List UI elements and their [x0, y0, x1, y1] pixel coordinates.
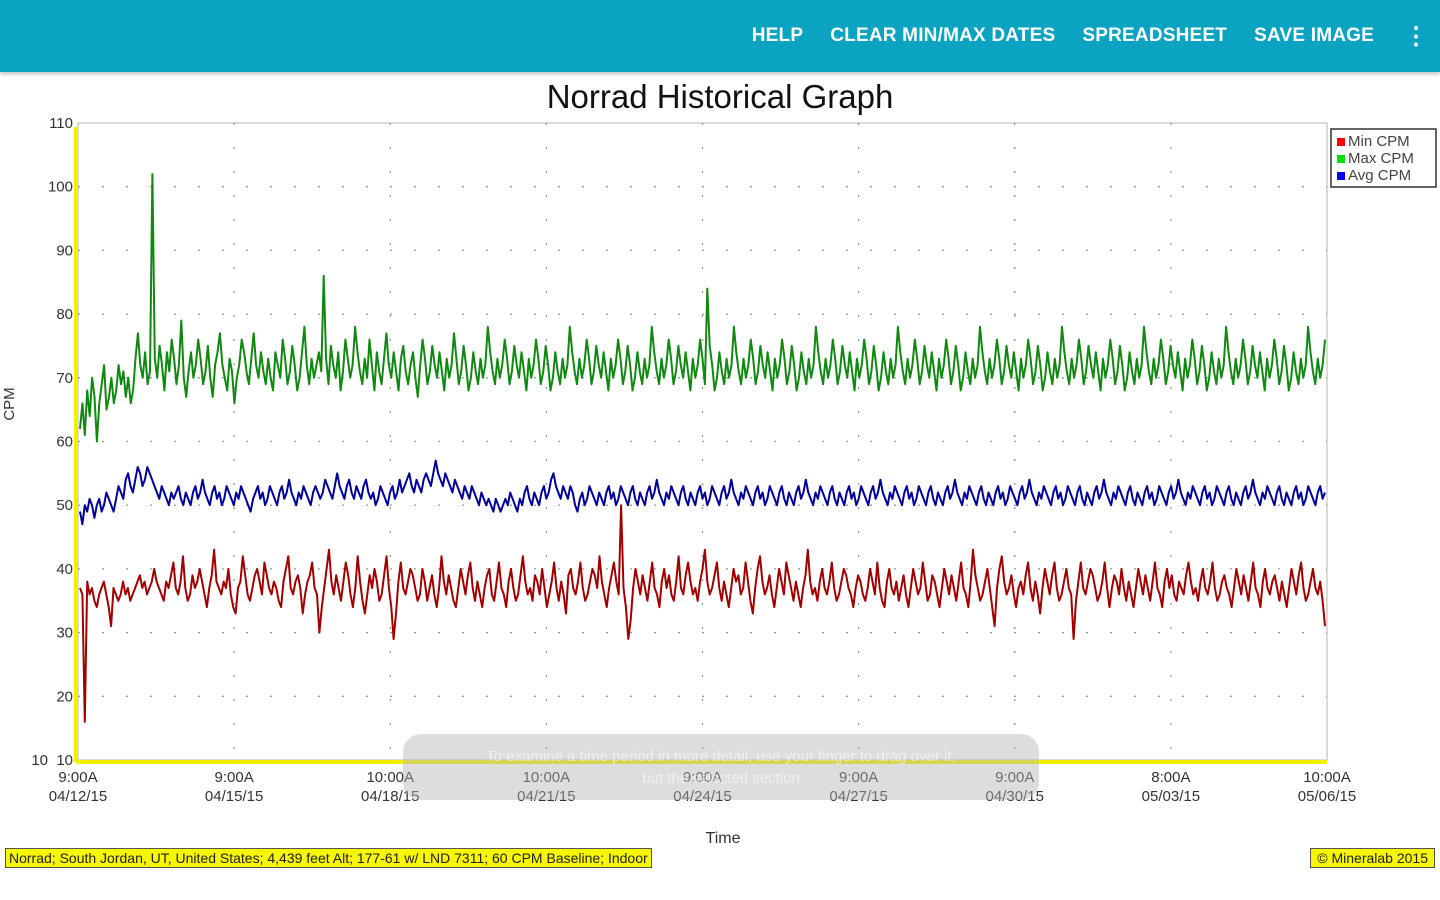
series-line-avg: [79, 459, 1326, 526]
y-tick-label: 60: [56, 434, 73, 451]
x-tick-label-time: 9:00A: [683, 769, 722, 786]
chart-title: Norrad Historical Graph: [546, 78, 894, 115]
x-tick-label-date: 04/30/15: [986, 788, 1044, 805]
y-tick-label: 30: [56, 625, 73, 642]
clear-min-max-dates-button[interactable]: CLEAR MIN/MAX DATES: [830, 25, 1056, 46]
y-tick-label: 10: [56, 752, 73, 769]
x-tick-label-date: 04/15/15: [205, 788, 263, 805]
x-tick-label-date: 04/27/15: [829, 788, 887, 805]
x-tick-label-time: 10:00A: [523, 769, 571, 786]
x-tick-label-date: 05/06/15: [1298, 788, 1356, 805]
x-tick-label-date: 05/03/15: [1142, 788, 1200, 805]
series-line-max: [79, 173, 1326, 443]
help-button[interactable]: HELP: [751, 25, 804, 46]
legend-box: [1330, 128, 1437, 188]
app-bar: HELP CLEAR MIN/MAX DATES SPREADSHEET SAV…: [0, 0, 1440, 72]
spreadsheet-button[interactable]: SPREADSHEET: [1082, 25, 1228, 46]
x-tick-label-date: 04/21/15: [517, 788, 575, 805]
hint-toast-line2: but the selected section: [642, 770, 800, 787]
legend-swatch-max: [1337, 155, 1345, 163]
y-tick-label: 80: [56, 306, 73, 323]
y-tick-label: 90: [56, 242, 73, 259]
y-tick-label: 20: [56, 688, 73, 705]
y-tick-label: 110: [49, 115, 73, 132]
device-info-label: Norrad; South Jordan, UT, United States;…: [5, 848, 652, 868]
y-min-label: 10: [31, 752, 48, 769]
x-tick-label-date: 04/18/15: [361, 788, 419, 805]
legend-swatch-min: [1337, 138, 1345, 146]
x-axis-label: Time: [706, 830, 741, 847]
y-tick-label: 50: [56, 497, 73, 514]
x-tick-label-time: 9:00A: [215, 769, 254, 786]
y-tick-label: 40: [56, 561, 73, 578]
hint-toast-line1: To examine a time period in more detail,…: [486, 748, 956, 765]
legend-label-min: Min CPM: [1348, 133, 1410, 150]
y-tick-label: 100: [48, 179, 73, 196]
x-tick-label-time: 9:00A: [58, 769, 97, 786]
legend-label-max: Max CPM: [1348, 150, 1414, 167]
copyright-label: © Mineralab 2015: [1310, 848, 1435, 868]
save-image-button[interactable]: SAVE IMAGE: [1254, 25, 1374, 46]
legend-label-avg: Avg CPM: [1348, 167, 1411, 184]
x-tick-label-time: 9:00A: [839, 769, 878, 786]
y-axis-label: CPM: [1, 387, 18, 420]
series-line-min: [79, 504, 1326, 723]
y-tick-label: 70: [56, 370, 73, 387]
x-tick-label-date: 04/24/15: [673, 788, 731, 805]
hint-toast: To examine a time period in more detail,…: [403, 734, 1039, 800]
x-tick-label-date: 04/12/15: [49, 788, 107, 805]
x-tick-label-time: 8:00A: [1151, 769, 1190, 786]
legend-swatch-avg: [1337, 172, 1345, 180]
x-tick-label-time: 9:00A: [995, 769, 1034, 786]
x-tick-label-time: 10:00A: [1303, 769, 1351, 786]
x-tick-label-time: 10:00A: [366, 769, 414, 786]
